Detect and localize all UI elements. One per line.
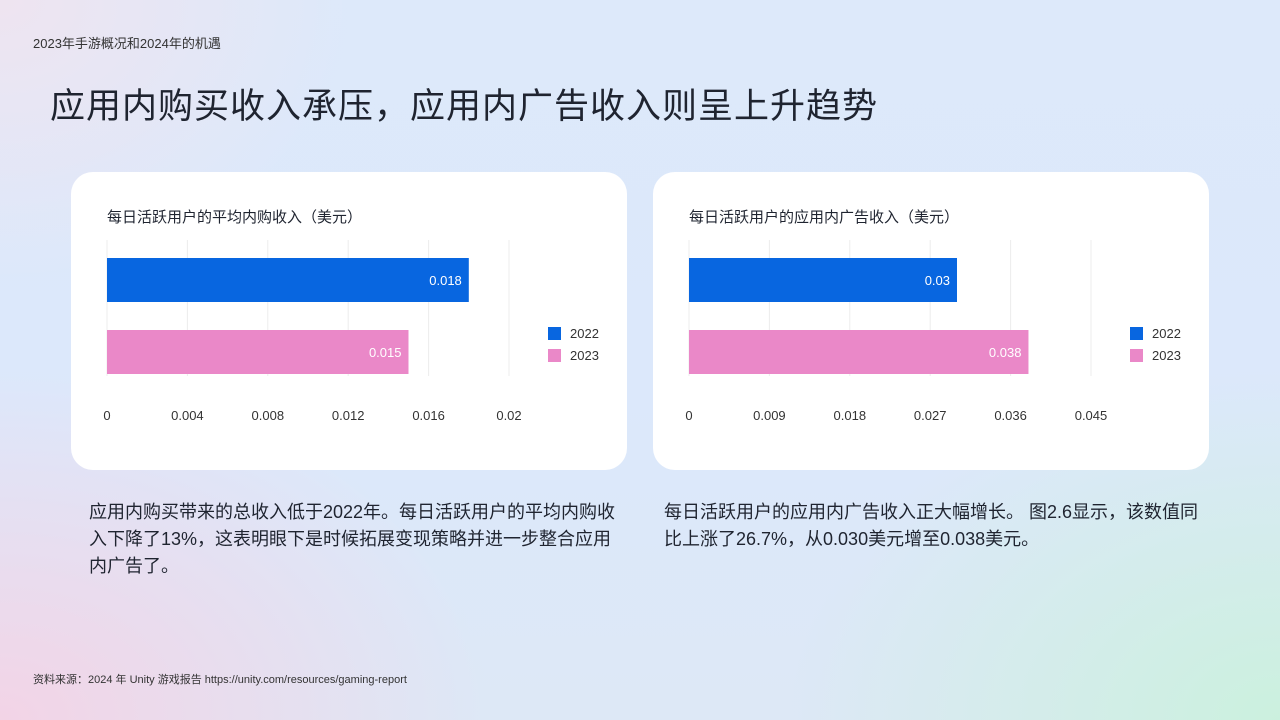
bar-2023 [107, 330, 409, 374]
iap-bar-chart: 0 0.004 0.008 0.012 0.016 0.02 0.018 2022 0.015 2… [103, 240, 599, 423]
x-tick-label: 0.012 [332, 408, 365, 423]
legend-label: 2022 [570, 326, 599, 341]
x-tick-label: 0.016 [412, 408, 445, 423]
legend-swatch-2023 [1130, 349, 1143, 362]
legend-label: 2023 [1152, 348, 1181, 363]
x-tick-label: 0.027 [914, 408, 947, 423]
legend-swatch-2022 [548, 327, 561, 340]
x-tick-label: 0 [685, 408, 692, 423]
legend-label: 2022 [1152, 326, 1181, 341]
bar-2022 [107, 258, 469, 302]
bar-value-label: 0.03 [925, 273, 950, 288]
iap-description: 应用内购买带来的总收入低于2022年。每日活跃用户的平均内购收入下降了13%，这… [89, 502, 616, 576]
x-tick-label: 0.009 [753, 408, 786, 423]
bar-value-label: 0.038 [989, 345, 1022, 360]
bar-2022 [689, 258, 957, 302]
chart-title: 每日活跃用户的应用内广告收入（美元） [689, 209, 960, 226]
legend-swatch-2022 [1130, 327, 1143, 340]
x-tick-label: 0.036 [994, 408, 1027, 423]
iap-chart-card: 每日活跃用户的平均内购收入（美元） 0 0.004 0.008 0.012 0.016 0… [71, 172, 627, 470]
x-tick-label: 0.018 [834, 408, 867, 423]
legend-swatch-2023 [548, 349, 561, 362]
legend-label: 2023 [570, 348, 599, 363]
x-tick-label: 0 [103, 408, 110, 423]
page-title: 应用内购买收入承压，应用内广告收入则呈上升趋势 [50, 87, 879, 126]
chart-title: 每日活跃用户的平均内购收入（美元） [107, 209, 363, 226]
source-citation: 资料来源：2024 年 Unity 游戏报告 https://unity.com… [33, 674, 407, 686]
bar-value-label: 0.015 [369, 345, 402, 360]
ad-bar-chart: 0 0.009 0.018 0.027 0.036 0.045 0.03 2022 0.038 2… [685, 240, 1181, 423]
bar-2023 [689, 330, 1029, 374]
x-tick-label: 0.045 [1075, 408, 1108, 423]
x-tick-label: 0.008 [252, 408, 285, 423]
x-tick-label: 0.02 [496, 408, 521, 423]
x-tick-label: 0.004 [171, 408, 204, 423]
ad-description: 每日活跃用户的应用内广告收入正大幅增长。 图2.6显示，该数值同比上涨了26.7… [664, 502, 1199, 549]
ad-chart-card: 每日活跃用户的应用内广告收入（美元） 0 0.009 0.018 0.027 0.036… [653, 172, 1209, 470]
report-eyebrow: 2023年手游概况和2024年的机遇 [33, 36, 221, 51]
bar-value-label: 0.018 [429, 273, 462, 288]
